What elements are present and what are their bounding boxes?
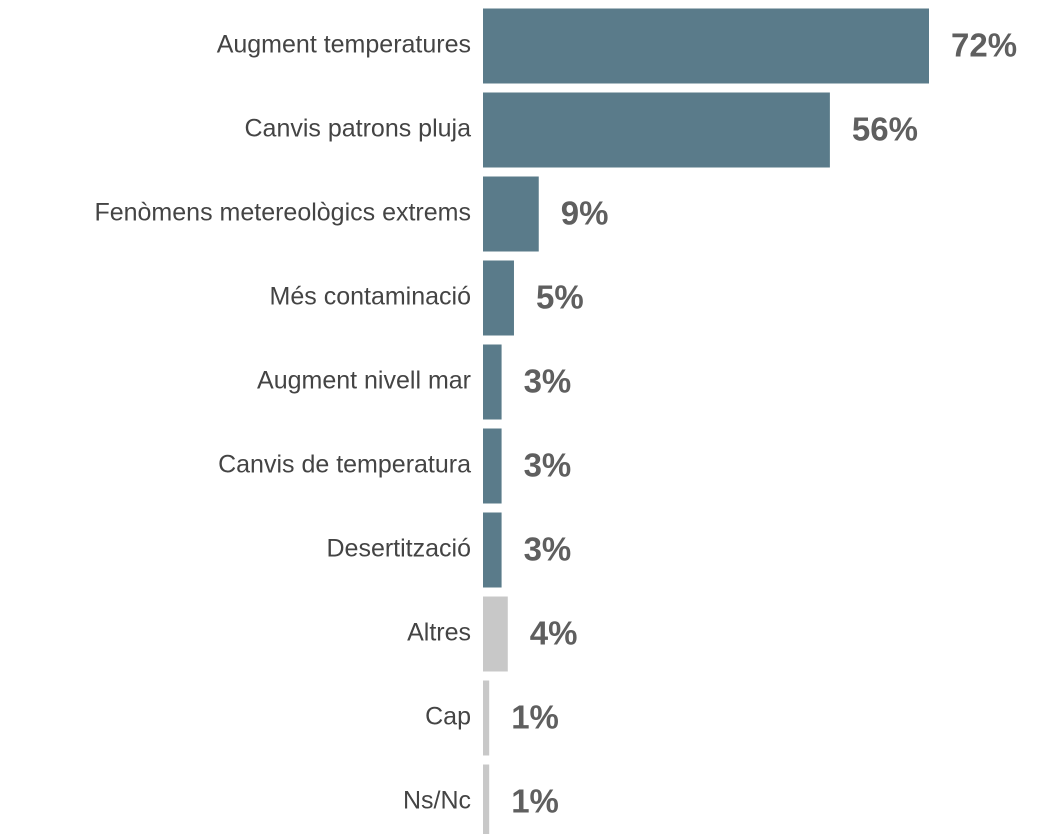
category-label: Més contaminació: [270, 283, 471, 311]
bar: [483, 512, 502, 588]
bar: [483, 176, 539, 252]
category-label: Ns/Nc: [403, 787, 471, 815]
bar: [483, 764, 490, 834]
value-label: 1%: [511, 783, 559, 820]
value-label: 3%: [524, 447, 572, 484]
category-label: Fenòmens metereològics extrems: [94, 199, 471, 227]
bar: [483, 680, 490, 756]
category-label: Desertització: [327, 535, 472, 563]
category-label: Augment temperatures: [217, 31, 471, 59]
value-label: 3%: [524, 363, 572, 400]
value-label: 4%: [530, 615, 578, 652]
value-label: 3%: [524, 531, 572, 568]
value-label: 56%: [852, 111, 918, 148]
category-label: Cap: [425, 703, 471, 731]
category-label: Canvis patrons pluja: [244, 115, 471, 143]
bar: [483, 428, 502, 504]
category-label: Altres: [407, 619, 471, 647]
value-label: 5%: [536, 279, 584, 316]
value-label: 9%: [561, 195, 609, 232]
bar: [483, 344, 502, 420]
category-label: Augment nivell mar: [257, 367, 471, 395]
bar: [483, 260, 514, 336]
bar: [483, 596, 508, 672]
value-label: 72%: [951, 27, 1017, 64]
bar: [483, 8, 929, 84]
bar: [483, 92, 830, 168]
value-label: 1%: [511, 699, 559, 736]
category-label: Canvis de temperatura: [218, 451, 471, 479]
